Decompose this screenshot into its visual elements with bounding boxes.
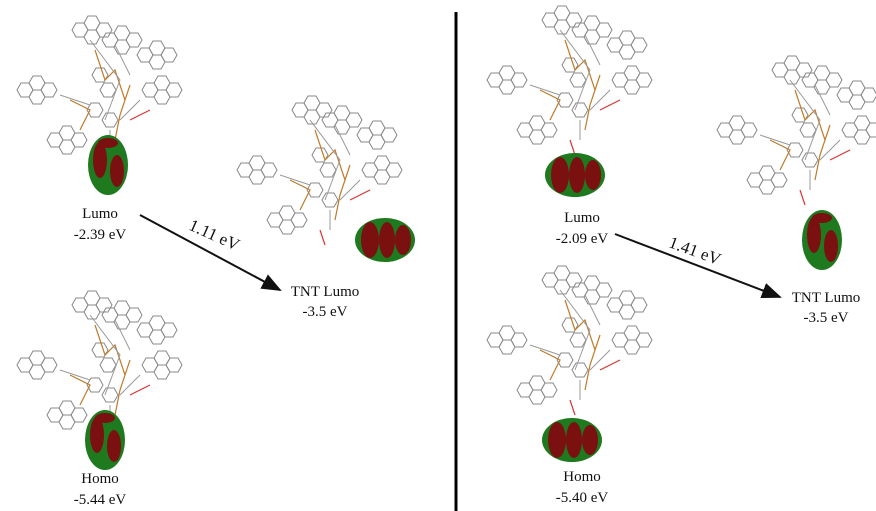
molecule [487,266,652,415]
left-panel: Lumo -2.39 eV 1.11 eV TNT Lumo -3.5 eV H… [17,16,415,508]
tnt-lumo-label: TNT Lumo [291,284,359,300]
orbital [85,410,125,470]
molecule [487,6,652,155]
lumo-energy: -2.09 eV [556,231,609,247]
lumo-label: Lumo [82,206,118,222]
molecule [717,56,876,205]
homo-energy: -5.40 eV [556,490,609,506]
right-panel: Lumo -2.09 eV 1.41 eV TNT Lumo -3.5 eV H… [487,6,876,506]
orbital [88,135,128,195]
homo-label: Homo [81,471,119,487]
gap-label: 1.11 eV [186,215,243,254]
tnt-lumo-energy: -3.5 eV [804,310,849,326]
lumo-label: Lumo [564,210,600,226]
orbital [545,153,605,197]
homo-label: Homo [563,469,601,485]
orbital [542,418,602,462]
tnt-lumo-label: TNT Lumo [792,290,860,306]
figure: Lumo -2.39 eV 1.11 eV TNT Lumo -3.5 eV H… [0,0,876,511]
homo-energy: -5.44 eV [74,492,127,508]
orbital [802,210,842,270]
orbital [355,218,415,262]
tnt-lumo-energy: -3.5 eV [303,304,348,320]
lumo-energy: -2.39 eV [74,227,127,243]
